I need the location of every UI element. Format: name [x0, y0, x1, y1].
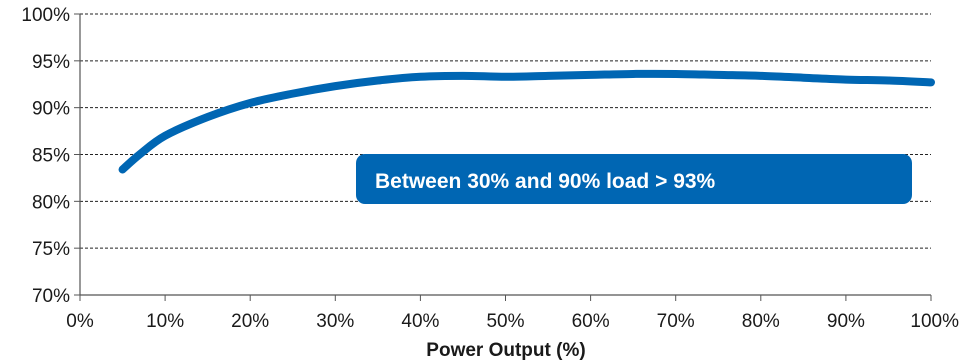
efficiency-line — [118, 69, 935, 174]
gridlines — [80, 13, 931, 249]
annotation-box — [356, 154, 912, 204]
x-tick-label: 60% — [572, 311, 610, 332]
y-tick-label: 70% — [32, 286, 70, 307]
annotation-callout: Between 30% and 90% load > 93% — [356, 154, 912, 204]
y-tick-label: 85% — [32, 146, 70, 167]
x-tick-label: 40% — [401, 311, 439, 332]
x-tick-label: 90% — [827, 311, 865, 332]
x-tick-label: 70% — [657, 311, 695, 332]
annotation-text: Between 30% and 90% load > 93% — [375, 170, 716, 193]
y-tick-label: 100% — [21, 5, 70, 26]
x-tick-label: 50% — [486, 311, 524, 332]
x-axis-ticks: 0% 10% 20% 30% 40% 50% 60% 70% 80% 90% 100% — [66, 295, 959, 332]
x-tick-label: 100% — [910, 311, 959, 332]
x-axis-title: Power Output (%) — [426, 340, 585, 361]
y-axis-ticks: 70% 75% 80% 85% 90% 95% 100% — [21, 5, 80, 307]
y-tick-label: 95% — [32, 52, 70, 73]
x-tick-label: 30% — [316, 311, 354, 332]
x-tick-label: 0% — [66, 311, 94, 332]
series-group — [118, 69, 935, 174]
x-tick-label: 20% — [231, 311, 269, 332]
y-tick-label: 80% — [32, 192, 70, 213]
x-tick-label: 80% — [742, 311, 780, 332]
y-tick-label: 90% — [32, 99, 70, 120]
y-tick-label: 75% — [32, 239, 70, 260]
x-tick-label: 10% — [146, 311, 184, 332]
